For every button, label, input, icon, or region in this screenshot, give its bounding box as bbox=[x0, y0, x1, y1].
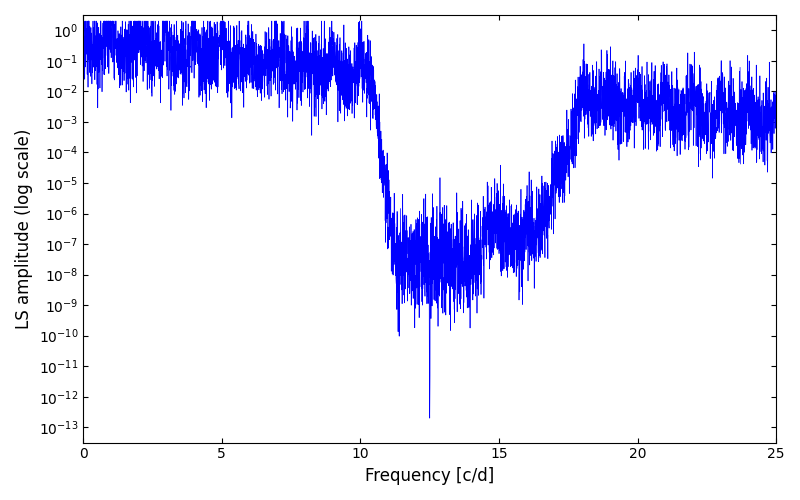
Y-axis label: LS amplitude (log scale): LS amplitude (log scale) bbox=[15, 128, 33, 329]
X-axis label: Frequency [c/d]: Frequency [c/d] bbox=[365, 467, 494, 485]
